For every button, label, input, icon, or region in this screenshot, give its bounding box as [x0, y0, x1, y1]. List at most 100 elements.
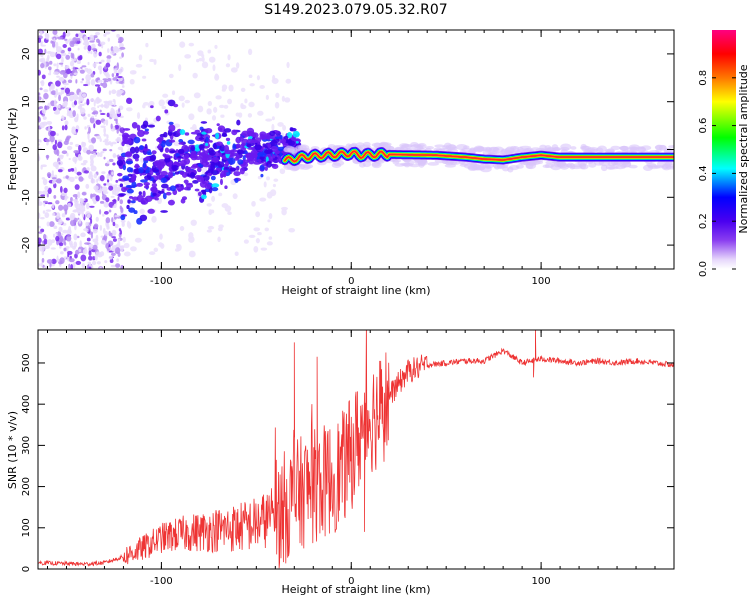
noise-blob — [77, 217, 80, 220]
noise-blob — [57, 36, 63, 40]
noise-blob — [45, 209, 52, 212]
noise-blob — [41, 164, 47, 168]
noise-blob — [121, 52, 124, 58]
cloud-blob — [180, 198, 186, 204]
noise-blob — [38, 190, 43, 195]
noise-blob — [46, 193, 49, 198]
y-tick-label: 10 — [21, 95, 32, 108]
cloud-blob — [210, 175, 216, 181]
cloud-blob — [201, 194, 207, 200]
noise-blob — [94, 254, 98, 261]
faint-speck — [130, 246, 137, 252]
cloud-blob — [223, 145, 230, 153]
noise-blob — [117, 196, 120, 201]
noise-blob — [96, 178, 99, 183]
noise-blob — [86, 237, 91, 242]
noise-blob — [97, 79, 103, 83]
noise-blob — [42, 210, 46, 214]
noise-blob — [63, 140, 69, 146]
noise-blob — [118, 133, 123, 137]
noise-blob — [81, 65, 87, 68]
noise-blob — [103, 120, 106, 125]
noise-blob — [108, 90, 112, 96]
faint-speck — [208, 209, 213, 216]
noise-blob — [100, 82, 103, 87]
faint-speck — [227, 98, 233, 105]
noise-blob — [119, 245, 124, 252]
noise-blob — [77, 55, 83, 61]
noise-blob — [40, 63, 45, 69]
noise-blob — [38, 48, 43, 55]
faint-speck — [255, 211, 261, 218]
noise-blob — [62, 229, 68, 234]
noise-blob — [99, 251, 105, 257]
noise-blob — [101, 186, 108, 193]
faint-speck — [235, 112, 240, 117]
noise-blob — [80, 66, 83, 70]
ridge-halo — [434, 144, 445, 148]
noise-blob — [79, 103, 85, 107]
noise-blob — [75, 33, 79, 38]
noise-blob — [91, 256, 96, 261]
y-tick-label: 0 — [21, 566, 32, 572]
noise-blob — [105, 217, 111, 224]
cloud-blob — [204, 142, 209, 147]
y-tick-label: -20 — [21, 237, 32, 253]
noise-blob — [94, 113, 97, 117]
noise-blob — [114, 186, 119, 191]
faint-speck — [215, 95, 222, 100]
spectrogram-y-label: Frequency (Hz) — [6, 108, 19, 191]
cloud-blob — [236, 143, 241, 149]
noise-blob — [78, 176, 84, 182]
ridge-halo — [597, 145, 607, 153]
cloud-blob — [138, 191, 142, 196]
noise-blob — [58, 94, 61, 102]
noise-blob — [112, 221, 116, 227]
noise-blob — [86, 149, 91, 155]
cloud-blob — [142, 148, 150, 152]
noise-blob — [73, 100, 78, 106]
noise-blob — [112, 154, 119, 157]
noise-blob — [69, 91, 75, 96]
noise-blob — [80, 254, 87, 262]
noise-blob — [80, 80, 83, 84]
noise-blob — [72, 66, 75, 73]
faint-speck — [161, 105, 166, 110]
noise-blob — [65, 54, 71, 60]
noise-blob — [60, 52, 67, 57]
noise-blob — [100, 41, 106, 46]
ridge-halo — [565, 163, 573, 168]
faint-speck — [145, 42, 149, 48]
noise-blob — [64, 241, 67, 246]
noise-blob — [106, 112, 110, 118]
cloud-blob — [185, 166, 190, 172]
noise-blob — [67, 52, 71, 55]
noise-blob — [55, 88, 59, 96]
noise-blob — [80, 162, 87, 166]
cloud-blob — [209, 140, 213, 143]
noise-blob — [38, 96, 42, 101]
noise-blob — [40, 79, 45, 87]
cloud-blob — [292, 130, 300, 138]
colorbar-gradient — [712, 30, 736, 269]
noise-blob — [93, 100, 96, 107]
faint-speck — [257, 110, 264, 116]
noise-blob — [110, 195, 115, 198]
cloud-blob — [151, 186, 158, 194]
cloud-blob — [192, 179, 199, 184]
noise-blob — [50, 247, 56, 250]
noise-blob — [46, 154, 49, 160]
noise-blob — [91, 43, 96, 50]
noise-blob — [46, 139, 50, 143]
ridge-halo — [570, 146, 577, 150]
y-tick-label: 0 — [21, 146, 32, 152]
noise-blob — [85, 74, 92, 82]
faint-speck — [259, 197, 267, 202]
cloud-blob — [152, 168, 160, 173]
noise-blob — [53, 194, 57, 199]
cloud-blob — [163, 154, 171, 159]
cloud-blob — [130, 200, 136, 204]
faint-speck — [264, 227, 270, 232]
cloud-blob — [197, 167, 202, 173]
faint-speck — [265, 94, 269, 100]
